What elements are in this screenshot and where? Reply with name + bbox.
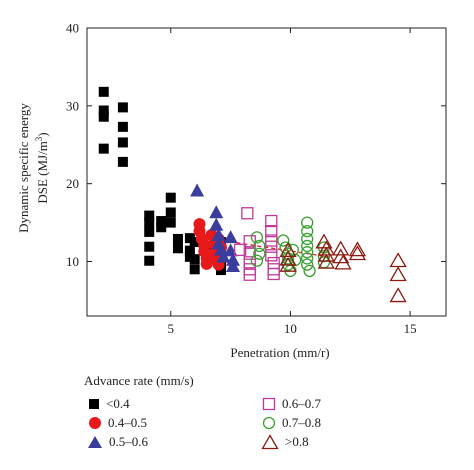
- data-point: [165, 207, 176, 218]
- data-point: [301, 252, 314, 265]
- data-point: [279, 242, 297, 258]
- data-point: [301, 239, 314, 253]
- data-point: [348, 241, 367, 257]
- data-point: [144, 226, 155, 237]
- x-tick-label: 10: [284, 321, 297, 336]
- y-axis-label-line1: Dynamic specific energy: [16, 103, 31, 233]
- data-point: [332, 248, 350, 264]
- data-point: [279, 256, 297, 272]
- data-point: [250, 254, 264, 267]
- data-point: [189, 237, 200, 248]
- data-point: [189, 264, 200, 275]
- data-point: [216, 249, 231, 263]
- x-axis-label: Penetration (mm/r): [230, 345, 329, 360]
- data-point: [117, 102, 128, 113]
- tick-labels: 5 10 15 10 20 30 40: [66, 21, 417, 337]
- y-tick-label: 10: [66, 254, 79, 269]
- data-point: [301, 246, 314, 259]
- series-5: [279, 233, 407, 303]
- data-point: [265, 249, 278, 262]
- data-point: [267, 256, 280, 270]
- data-point: [165, 192, 176, 203]
- data-point: [211, 227, 226, 241]
- data-point: [165, 217, 176, 228]
- data-point: [317, 253, 335, 269]
- data-point: [253, 247, 266, 260]
- plot-frame: [86, 27, 447, 317]
- data-point: [209, 205, 224, 219]
- data-point: [389, 252, 407, 268]
- data-point: [144, 210, 155, 221]
- data-point: [301, 216, 314, 229]
- data-point: [250, 231, 264, 244]
- series-2: [190, 183, 240, 272]
- data-point: [190, 183, 205, 197]
- data-point: [348, 245, 367, 261]
- data-point: [200, 257, 213, 270]
- data-point: [265, 240, 278, 253]
- data-point: [172, 233, 183, 244]
- data-point: [303, 264, 316, 278]
- data-point: [144, 241, 155, 252]
- data-point: [98, 111, 109, 122]
- data-point: [267, 263, 280, 276]
- data-point: [243, 235, 256, 248]
- data-points: [98, 86, 407, 303]
- y-tick-label: 30: [66, 98, 79, 113]
- data-point: [156, 222, 167, 233]
- data-point: [144, 255, 155, 266]
- y-axis-label-line2: DSE (MJ/m3): [34, 132, 50, 203]
- data-point: [265, 225, 278, 238]
- data-point: [234, 243, 247, 256]
- data-point: [389, 287, 407, 303]
- data-point: [209, 217, 224, 231]
- data-point: [332, 240, 350, 256]
- data-point: [184, 245, 195, 256]
- data-point: [241, 207, 254, 220]
- data-point: [144, 217, 155, 228]
- y-tick-label: 40: [66, 21, 79, 36]
- series-3: [234, 207, 280, 281]
- data-point: [189, 254, 200, 265]
- data-point: [279, 250, 297, 266]
- data-point: [98, 143, 109, 154]
- data-point: [243, 268, 256, 281]
- data-point: [156, 216, 167, 227]
- data-point: [117, 156, 128, 167]
- data-point: [253, 239, 266, 253]
- data-point: [243, 247, 256, 260]
- data-point: [267, 267, 280, 281]
- data-point: [117, 121, 128, 132]
- data-point: [265, 234, 278, 247]
- data-point: [301, 225, 314, 238]
- x-tick-label: 15: [404, 321, 417, 336]
- data-point: [265, 214, 278, 228]
- data-point: [225, 258, 240, 272]
- data-point: [301, 232, 314, 246]
- data-point: [98, 86, 109, 97]
- axes: [86, 27, 447, 317]
- data-point: [315, 233, 333, 249]
- data-point: [172, 243, 183, 254]
- y-tick-label: 20: [66, 176, 79, 191]
- data-point: [117, 137, 128, 148]
- data-point: [243, 256, 256, 269]
- data-point: [277, 234, 290, 247]
- data-point: [334, 254, 352, 270]
- data-point: [317, 246, 335, 262]
- x-tick-label: 5: [168, 321, 175, 336]
- data-point: [98, 105, 109, 116]
- data-point: [301, 258, 314, 271]
- data-point: [389, 266, 407, 282]
- data-point: [223, 230, 238, 244]
